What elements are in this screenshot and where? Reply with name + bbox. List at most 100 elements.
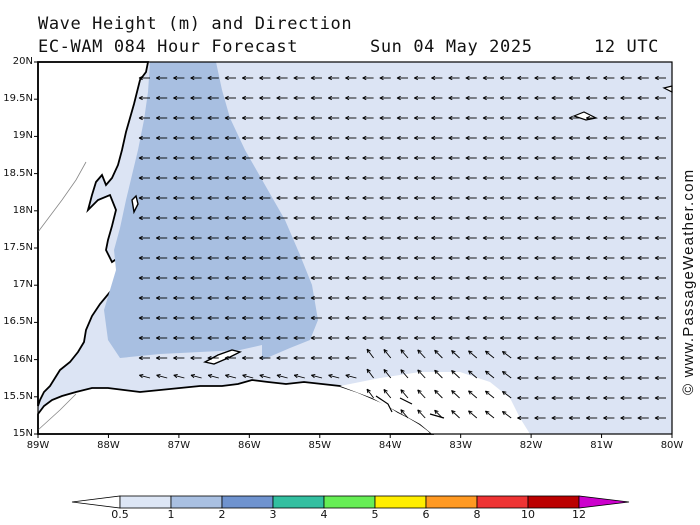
direction-arrow xyxy=(500,295,512,301)
direction-arrow xyxy=(362,75,374,81)
direction-arrow xyxy=(293,295,305,301)
direction-arrow xyxy=(328,155,340,161)
direction-arrow xyxy=(293,255,305,261)
direction-arrow xyxy=(345,175,357,181)
direction-arrow xyxy=(637,315,649,321)
direction-arrow xyxy=(276,155,288,161)
direction-arrow xyxy=(310,115,322,121)
direction-arrow xyxy=(500,275,512,281)
direction-arrow xyxy=(396,135,408,141)
direction-arrow xyxy=(242,295,254,301)
island-bay-islands xyxy=(203,349,243,365)
direction-arrow xyxy=(431,295,443,301)
direction-arrow xyxy=(345,195,357,201)
direction-arrow xyxy=(173,235,185,241)
direction-arrow xyxy=(139,374,151,379)
direction-arrow xyxy=(586,275,598,281)
direction-arrow xyxy=(156,275,168,281)
direction-arrow xyxy=(293,175,305,181)
direction-arrow xyxy=(345,355,357,361)
direction-arrow xyxy=(156,195,168,201)
direction-arrow xyxy=(293,115,305,121)
lat-label: 19.5N xyxy=(3,93,33,105)
direction-arrow xyxy=(551,75,563,81)
direction-arrow xyxy=(448,75,460,81)
direction-arrow xyxy=(568,175,580,181)
direction-arrow xyxy=(603,95,615,101)
direction-arrow xyxy=(156,135,168,141)
direction-arrow xyxy=(190,155,202,161)
direction-arrow xyxy=(500,175,512,181)
direction-arrow xyxy=(396,175,408,181)
direction-arrow xyxy=(242,275,254,281)
direction-arrow xyxy=(620,315,632,321)
direction-arrow xyxy=(328,374,340,379)
direction-arrow xyxy=(207,135,219,141)
direction-arrow xyxy=(383,389,392,399)
direction-arrow xyxy=(328,235,340,241)
colorbar-tick-label: 5 xyxy=(371,508,379,521)
lat-label: 20N xyxy=(12,56,33,67)
direction-arrow xyxy=(482,295,494,301)
direction-arrow xyxy=(502,370,512,379)
direction-arrow xyxy=(224,115,236,121)
direction-arrow xyxy=(173,95,185,101)
direction-arrow xyxy=(654,115,666,121)
direction-arrow xyxy=(345,75,357,81)
direction-arrow xyxy=(637,215,649,221)
direction-arrow xyxy=(276,175,288,181)
direction-arrow xyxy=(362,295,374,301)
direction-arrow xyxy=(603,335,615,341)
direction-arrow xyxy=(414,195,426,201)
lon-label: 88W xyxy=(97,440,120,451)
direction-arrow xyxy=(242,255,254,261)
direction-arrow xyxy=(293,275,305,281)
direction-arrow xyxy=(586,195,598,201)
direction-arrow xyxy=(173,295,185,301)
direction-arrow xyxy=(534,75,546,81)
direction-arrow xyxy=(431,175,443,181)
direction-arrow xyxy=(259,374,271,379)
direction-arrow xyxy=(259,115,271,121)
direction-arrow xyxy=(190,115,202,121)
direction-arrow xyxy=(448,155,460,161)
direction-arrow xyxy=(431,335,443,341)
direction-arrow xyxy=(259,255,271,261)
direction-arrow xyxy=(502,390,512,399)
direction-arrow xyxy=(207,175,219,181)
direction-arrow xyxy=(417,389,426,399)
direction-arrow xyxy=(465,135,477,141)
colorbar-tick-label: 10 xyxy=(521,508,535,521)
direction-arrow xyxy=(568,295,580,301)
direction-arrow xyxy=(379,335,391,341)
wave-band-1-2m xyxy=(104,62,318,360)
direction-arrow xyxy=(431,275,443,281)
direction-arrow xyxy=(551,375,563,381)
direction-arrow xyxy=(465,175,477,181)
direction-arrow xyxy=(468,350,478,359)
direction-arrow xyxy=(293,155,305,161)
direction-arrow xyxy=(156,115,168,121)
direction-arrow xyxy=(465,115,477,121)
direction-arrow xyxy=(482,95,494,101)
island-cozumel xyxy=(131,194,139,215)
direction-arrow xyxy=(620,195,632,201)
direction-arrow xyxy=(482,275,494,281)
direction-arrow xyxy=(431,195,443,201)
direction-arrow xyxy=(500,135,512,141)
direction-arrow xyxy=(276,355,288,361)
direction-arrow xyxy=(276,255,288,261)
direction-arrow xyxy=(328,75,340,81)
colorbar-swatch xyxy=(527,495,580,509)
direction-arrow xyxy=(517,375,529,381)
direction-arrow xyxy=(379,95,391,101)
direction-arrow xyxy=(379,235,391,241)
direction-arrow xyxy=(431,135,443,141)
direction-arrow xyxy=(396,215,408,221)
direction-arrow xyxy=(138,175,150,181)
direction-arrow xyxy=(328,355,340,361)
direction-arrow xyxy=(396,195,408,201)
direction-arrow xyxy=(414,275,426,281)
direction-arrow xyxy=(534,195,546,201)
